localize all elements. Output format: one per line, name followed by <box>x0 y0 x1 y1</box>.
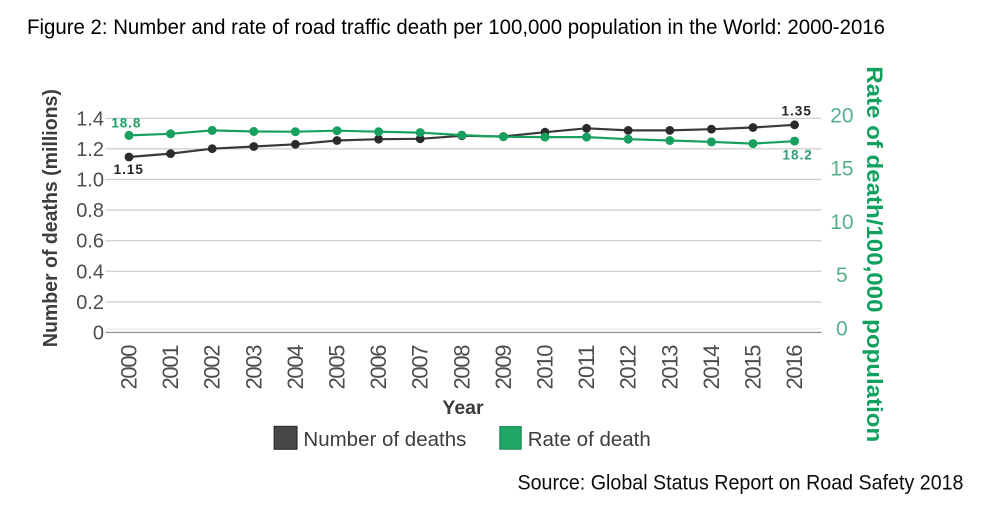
svg-text:2011: 2011 <box>574 345 599 390</box>
svg-text:2005: 2005 <box>325 345 350 390</box>
svg-text:18.2: 18.2 <box>782 147 812 162</box>
svg-text:2003: 2003 <box>241 345 266 390</box>
svg-text:2008: 2008 <box>449 345 474 390</box>
svg-text:2016: 2016 <box>782 345 807 390</box>
svg-text:2004: 2004 <box>283 345 308 390</box>
svg-text:1.2: 1.2 <box>76 139 104 161</box>
svg-text:Year: Year <box>442 397 484 419</box>
svg-text:2001: 2001 <box>158 345 183 390</box>
svg-text:20: 20 <box>830 104 853 127</box>
svg-text:18.8: 18.8 <box>111 116 141 131</box>
svg-text:2006: 2006 <box>366 345 391 390</box>
svg-text:0.8: 0.8 <box>76 200 104 222</box>
svg-text:1.15: 1.15 <box>114 162 144 177</box>
svg-text:2012: 2012 <box>616 345 641 390</box>
svg-text:2015: 2015 <box>741 345 766 390</box>
svg-text:Source: Global Status Report o: Source: Global Status Report on Road Saf… <box>518 472 964 495</box>
svg-text:1.0: 1.0 <box>76 170 104 192</box>
svg-text:0: 0 <box>93 323 104 345</box>
svg-text:Number of deaths (millions): Number of deaths (millions) <box>39 89 62 347</box>
svg-text:2014: 2014 <box>699 345 724 390</box>
svg-text:0: 0 <box>836 317 848 340</box>
svg-text:2013: 2013 <box>657 345 682 390</box>
svg-text:Rate of death: Rate of death <box>528 428 651 451</box>
svg-text:10: 10 <box>830 211 853 234</box>
svg-text:5: 5 <box>836 264 848 287</box>
svg-text:2002: 2002 <box>200 345 225 390</box>
svg-text:0.6: 0.6 <box>76 231 104 253</box>
svg-text:Number of deaths: Number of deaths <box>303 428 466 451</box>
svg-text:Figure 2: Number and rate of r: Figure 2: Number and rate of road traffi… <box>27 16 885 39</box>
svg-text:1.35: 1.35 <box>782 103 812 118</box>
svg-text:1.4: 1.4 <box>76 108 104 130</box>
svg-text:2010: 2010 <box>533 345 558 390</box>
svg-text:0.2: 0.2 <box>76 292 104 314</box>
svg-text:2007: 2007 <box>408 345 433 390</box>
svg-text:2000: 2000 <box>117 345 142 390</box>
svg-text:15: 15 <box>830 158 853 181</box>
svg-text:Rate of death/100,000 populati: Rate of death/100,000 population <box>862 66 887 442</box>
svg-text:2009: 2009 <box>491 345 516 390</box>
svg-text:0.4: 0.4 <box>76 261 104 283</box>
